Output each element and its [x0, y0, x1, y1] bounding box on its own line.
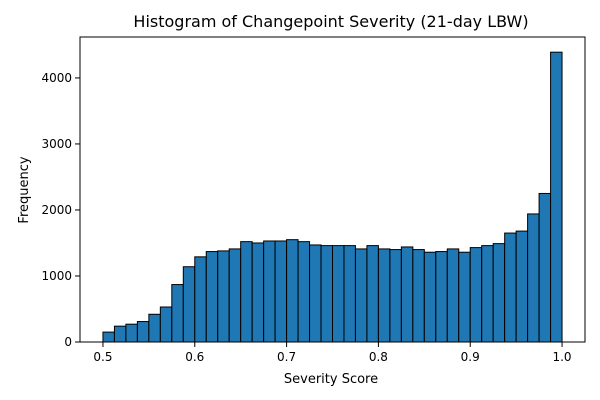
- histogram-bar: [148, 313, 161, 343]
- histogram-bar: [159, 306, 173, 343]
- histogram-bar: [263, 240, 276, 343]
- histogram-bar: [377, 248, 391, 343]
- histogram-bar: [435, 251, 448, 343]
- histogram-bar: [481, 245, 494, 343]
- histogram-bar: [515, 230, 529, 343]
- histogram-bar: [550, 51, 563, 343]
- x-tick-label: 1.0: [552, 350, 571, 364]
- histogram-bar: [228, 248, 242, 343]
- x-tick-label: 0.5: [93, 350, 112, 364]
- histogram-bar: [274, 240, 288, 343]
- y-tick-label: 4000: [41, 71, 72, 85]
- x-tick-label: 0.7: [277, 350, 296, 364]
- histogram-bar: [251, 242, 265, 343]
- histogram-bar: [102, 331, 115, 343]
- histogram-bar: [240, 241, 253, 343]
- x-axis-ticks: 0.5 0.6 0.7 0.8 0.9 1.0: [93, 342, 572, 364]
- histogram-bar: [458, 251, 471, 343]
- x-tick-label: 0.6: [185, 350, 204, 364]
- plot-frame: [79, 36, 586, 343]
- histogram-bar: [309, 244, 322, 343]
- histogram-bar: [136, 321, 150, 343]
- histogram-bar: [171, 284, 184, 343]
- histogram-bar: [504, 232, 517, 343]
- histogram-bar: [412, 249, 425, 343]
- histogram-bar: [343, 245, 356, 343]
- x-tick-label: 0.9: [461, 350, 480, 364]
- y-axis-ticks: 0 1000 2000 3000 4000: [41, 71, 80, 349]
- histogram-bar: [446, 248, 460, 343]
- histogram-bar: [389, 249, 402, 343]
- histogram-bar: [286, 239, 299, 343]
- histogram-bar: [423, 251, 437, 343]
- histogram-bar: [366, 245, 379, 343]
- y-tick-label: 1000: [41, 269, 72, 283]
- histogram-bar: [217, 250, 230, 343]
- x-axis-label: Severity Score: [284, 372, 378, 387]
- chart-title: Histogram of Changepoint Severity (21-da…: [133, 12, 528, 31]
- histogram-bar: [205, 251, 219, 343]
- y-tick-label: 0: [64, 335, 72, 349]
- histogram-bar: [194, 256, 207, 343]
- histogram-bar: [527, 213, 540, 343]
- y-tick-label: 2000: [41, 203, 72, 217]
- histogram-bar: [469, 247, 483, 343]
- histogram-bar: [332, 245, 345, 343]
- x-tick-label: 0.8: [369, 350, 388, 364]
- y-tick-label: 3000: [41, 137, 72, 151]
- histogram-bar: [182, 266, 196, 343]
- histogram-bar: [113, 325, 127, 343]
- histogram-bar: [400, 246, 414, 343]
- bars-group: [102, 51, 563, 343]
- histogram-bar: [538, 192, 552, 343]
- histogram-bar: [492, 243, 506, 343]
- histogram-bar: [297, 241, 311, 343]
- histogram-bar: [354, 248, 368, 343]
- histogram-bar: [125, 323, 138, 343]
- histogram-bar: [320, 245, 333, 343]
- y-axis-label: Frequency: [17, 156, 32, 223]
